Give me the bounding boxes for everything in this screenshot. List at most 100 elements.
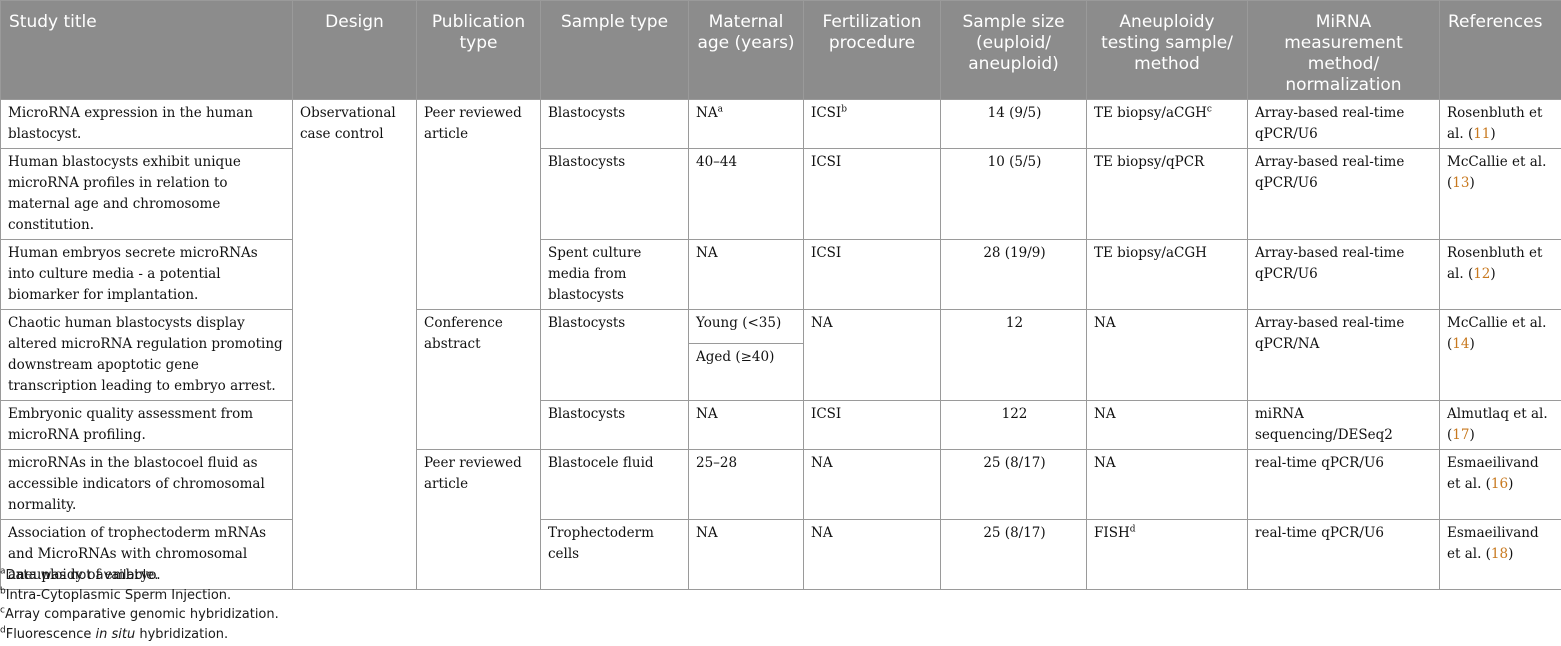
mirna-method-cell: Array-based real-time qPCR/U6 [1247, 99, 1440, 149]
header-aneuploidy-testing: Aneuploidy testing sample/ method [1086, 0, 1248, 100]
sample-size-cell: 25 (8/17) [940, 519, 1087, 590]
mirna-method-cell: real-time qPCR/U6 [1247, 449, 1440, 520]
footnote-c: cArray comparative genomic hybridization… [0, 605, 279, 625]
footnote-text: Data was not available. [5, 568, 159, 583]
footnote-d: dFluorescence in situ hybridization. [0, 625, 279, 645]
reference-authors: Esmaeilivand et al. ( [1447, 455, 1539, 492]
fertilization-cell: NA [803, 309, 941, 401]
reference-close: ) [1469, 427, 1475, 443]
fertilization-cell: ICSI [803, 148, 941, 240]
header-maternal-age: Maternal age (years) [688, 0, 804, 100]
reference-link[interactable]: 12 [1473, 266, 1491, 282]
sample-type-cell: Trophectoderm cells [540, 519, 689, 590]
table-row: Chaotic human blastocysts display altere… [0, 309, 1561, 450]
footnote-italic-text: in situ [95, 626, 136, 642]
reference-cell: Rosenbluth et al. (12) [1439, 239, 1561, 310]
footnote-marker-b: b [841, 104, 848, 115]
sample-type-cell: Blastocysts [540, 99, 689, 149]
footnote-text: Intra-Cytoplasmic Sperm Injection. [5, 587, 232, 603]
study-title-cell: Chaotic human blastocysts display altere… [0, 309, 293, 401]
reference-cell: McCallie et al. (14) [1439, 309, 1561, 401]
study-title-cell: Human embryos secrete microRNAs into cul… [0, 239, 293, 310]
maternal-age-cell: NA [688, 400, 804, 450]
aneuploidy-testing-cell: FISHd [1086, 519, 1248, 590]
design-cell: Observational case control [292, 99, 417, 590]
reference-authors: Rosenbluth et al. ( [1447, 105, 1543, 142]
table-row: Human blastocysts exhibit unique microRN… [0, 148, 1561, 240]
publication-type-cell: Peer reviewed article [416, 99, 541, 310]
reference-authors: Esmaeilivand et al. ( [1447, 525, 1539, 562]
header-sample-type: Sample type [540, 0, 689, 100]
sample-size-cell: 25 (8/17) [940, 449, 1087, 520]
reference-close: ) [1469, 175, 1475, 191]
reference-link[interactable]: 14 [1452, 336, 1470, 352]
fertilization-cell: NA [803, 519, 941, 590]
header-mirna-method: MiRNA measurement method/ normalization [1247, 0, 1440, 100]
table-row: Aged (≥40) [1, 342, 1561, 402]
reference-cell: McCallie et al. (13) [1439, 148, 1561, 240]
sample-size-cell: 122 [940, 400, 1087, 450]
maternal-age-cell: 25–28 [688, 449, 804, 520]
publication-type-cell: Conference abstract [416, 309, 541, 450]
header-sample-size: Sample size (euploid/ aneuploid) [940, 0, 1087, 100]
footnote-marker-d: d [0, 625, 6, 636]
publication-type-cell: Peer reviewed article [416, 449, 541, 590]
table-row: MicroRNA expression in the human blastoc… [0, 99, 1561, 590]
header-fertilization: Fertilization procedure [803, 0, 941, 100]
header-publication-type: Publication type [416, 0, 541, 100]
sample-size-cell: 28 (19/9) [940, 239, 1087, 310]
reference-close: ) [1490, 266, 1496, 282]
footnote-marker-d: d [1129, 524, 1136, 535]
header-references: References [1439, 0, 1561, 100]
maternal-age-cell: Aged (≥40) [688, 342, 804, 402]
footnote-text: Array comparative genomic hybridization. [4, 607, 279, 622]
footnote-text: Fluorescence [5, 626, 96, 642]
study-title-cell: MicroRNA expression in the human blastoc… [0, 99, 293, 149]
reference-cell: Esmaeilivand et al. (18) [1439, 519, 1561, 590]
sample-size-cell: 10 (5/5) [940, 148, 1087, 240]
mirna-method-cell: Array-based real-time qPCR/NA [1247, 309, 1440, 401]
footnote-marker-a: a [0, 566, 6, 577]
sample-type-cell: Blastocysts [540, 309, 689, 401]
footnote-text-end: hybridization. [135, 626, 229, 642]
reference-close: ) [1469, 336, 1475, 352]
table-footnotes: aData was not available. bIntra-Cytoplas… [0, 566, 279, 644]
study-title-cell: Association of trophectoderm mRNAs and M… [0, 519, 293, 590]
footnote-marker-a: a [717, 104, 723, 115]
fertilization-value: ICSI [811, 105, 842, 121]
reference-link[interactable]: 17 [1452, 427, 1470, 443]
sample-type-cell: Spent culture media from blastocysts [540, 239, 689, 310]
fertilization-cell: NA [803, 449, 941, 520]
footnote-marker-b: b [0, 586, 6, 597]
fertilization-cell: ICSI [803, 400, 941, 450]
header-row: Study title Design Publication type Samp… [0, 0, 1561, 100]
table-row: Embryonic quality assessment from microR… [0, 400, 1561, 450]
reference-close: ) [1508, 546, 1514, 562]
reference-close: ) [1490, 126, 1496, 142]
reference-link[interactable]: 16 [1490, 476, 1509, 492]
aneuploidy-testing-cell: NA [1086, 400, 1248, 450]
reference-link[interactable]: 18 [1490, 546, 1509, 562]
studies-table: Study title Design Publication type Samp… [0, 0, 1561, 590]
reference-link[interactable]: 13 [1452, 175, 1470, 191]
study-title-cell: microRNAs in the blastocoel fluid as acc… [0, 449, 293, 520]
aneuploidy-value: FISH [1094, 525, 1130, 541]
maternal-age-cell: Young (<35) [688, 309, 804, 344]
fertilization-cell: ICSI [803, 239, 941, 310]
maternal-age-cell: NA [688, 239, 804, 310]
reference-link[interactable]: 11 [1473, 126, 1491, 142]
mirna-method-cell: Array-based real-time qPCR/U6 [1247, 239, 1440, 310]
reference-authors: Almutlaq et al. ( [1447, 406, 1548, 443]
header-design: Design [292, 0, 417, 100]
aneuploidy-testing-cell: TE biopsy/aCGH [1086, 239, 1248, 310]
study-title-cell: Embryonic quality assessment from microR… [0, 400, 293, 450]
table-row: microRNAs in the blastocoel fluid as acc… [0, 449, 1561, 590]
aneuploidy-testing-cell: TE biopsy/aCGHc [1086, 99, 1248, 149]
aneuploidy-testing-cell: NA [1086, 309, 1248, 401]
reference-authors: McCallie et al. ( [1447, 315, 1547, 352]
aneuploidy-value: TE biopsy/aCGH [1094, 105, 1207, 121]
header-study-title: Study title [0, 0, 293, 100]
sample-type-cell: Blastocele fluid [540, 449, 689, 520]
reference-authors: Rosenbluth et al. ( [1447, 245, 1543, 282]
mirna-method-cell: Array-based real-time qPCR/U6 [1247, 148, 1440, 240]
